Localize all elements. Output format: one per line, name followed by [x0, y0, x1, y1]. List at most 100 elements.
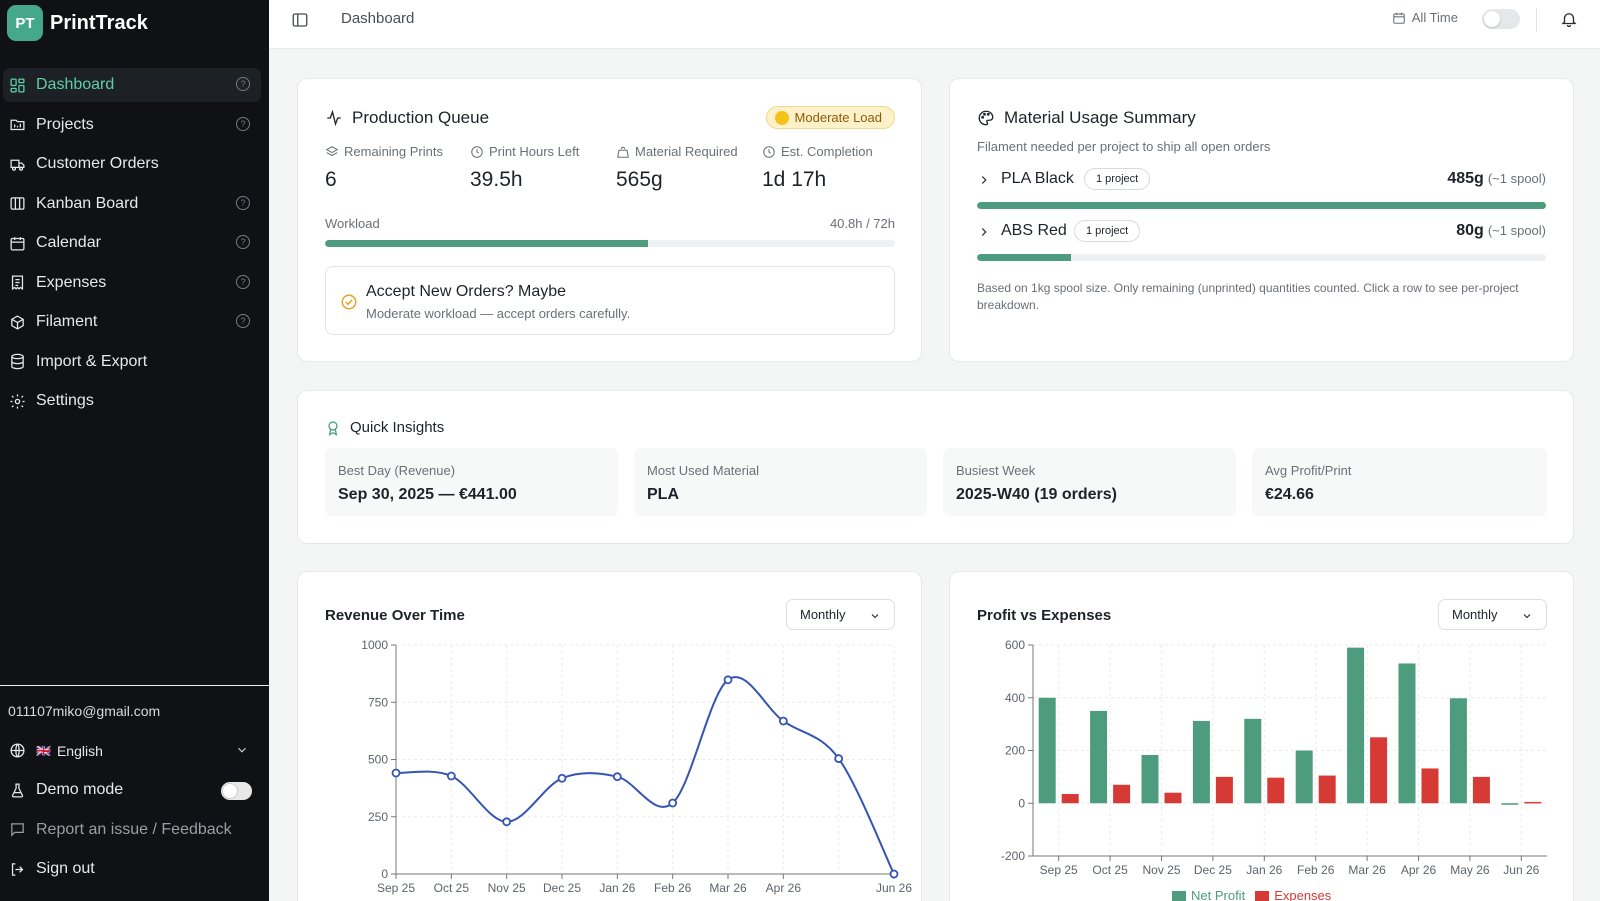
x-tick-label: May 26	[1450, 863, 1490, 877]
chart-legend: Net Profit Expenses	[1172, 888, 1341, 901]
x-tick-label: Sep 25	[377, 881, 415, 895]
help-icon[interactable]: ?	[236, 235, 250, 249]
legend-swatch	[1255, 890, 1270, 901]
award-icon	[328, 420, 338, 436]
help-icon[interactable]: ?	[236, 314, 250, 328]
sidebar-item-kanban-board[interactable]: Kanban Board?	[3, 187, 261, 221]
box-icon	[9, 314, 26, 331]
revenue-point	[668, 798, 678, 808]
material-usage-card: Material Usage Summary Filament needed p…	[949, 78, 1574, 362]
material-grams: 80g	[1456, 222, 1484, 239]
x-tick-label: Jan 26	[599, 881, 635, 895]
x-tick-label: Oct 25	[1092, 863, 1128, 877]
sidebar-item-dashboard[interactable]: Dashboard?	[3, 68, 261, 102]
y-tick-label: 750	[368, 695, 388, 709]
calendar-icon	[9, 235, 26, 252]
layers-icon	[325, 145, 339, 156]
stat-value: 39.5h	[470, 168, 523, 191]
sidebar-item-expenses[interactable]: Expenses?	[3, 266, 261, 300]
sidebar-item-import-export[interactable]: Import & Export	[3, 345, 261, 379]
expenses-bar	[1164, 792, 1182, 804]
legend-net-profit[interactable]: Net Profit	[1172, 888, 1245, 901]
workload-bar-fill	[325, 240, 649, 247]
stat-label: Material Required	[635, 144, 738, 159]
sidebar-toggle-icon[interactable]	[291, 11, 309, 29]
revenue-period-select[interactable]: Monthly	[786, 599, 895, 630]
sign-out-button[interactable]: Sign out	[0, 850, 269, 890]
y-tick-label: 500	[368, 753, 388, 767]
report-issue-label: Report an issue / Feedback	[36, 820, 232, 838]
y-tick-label: 250	[368, 810, 388, 824]
y-tick-label: 400	[1005, 691, 1025, 705]
insight-best-day: Best Day (Revenue) Sep 30, 2025 — €441.0…	[325, 448, 618, 516]
net-profit-bar	[1244, 718, 1262, 804]
sidebar-item-settings[interactable]: Settings	[3, 384, 261, 418]
sidebar-item-calendar[interactable]: Calendar?	[3, 226, 261, 260]
palette-icon	[978, 110, 994, 126]
insight-value: PLA	[647, 486, 679, 503]
stat-label: Est. Completion	[781, 144, 873, 159]
demo-mode-toggle[interactable]	[221, 781, 252, 800]
globe-icon	[8, 742, 26, 760]
material-bar-pla-black	[977, 202, 1546, 209]
brand[interactable]: PT PrintTrack	[0, 0, 269, 46]
revenue-period-value: Monthly	[800, 607, 846, 622]
expenses-bar	[1061, 794, 1079, 804]
expenses-bar	[1472, 776, 1490, 804]
app-name: PrintTrack	[50, 11, 148, 34]
workload-row: Workload 40.8h / 72h	[325, 216, 895, 231]
sidebar-item-label: Kanban Board	[36, 194, 139, 212]
kanban-icon	[9, 195, 26, 212]
sidebar-item-label: Expenses	[36, 273, 107, 291]
truck-icon	[9, 156, 26, 173]
legend-label: Expenses	[1274, 888, 1332, 901]
revenue-chart: 0 250 500 750 1000 Sep 25 Oct 25 Nov 25 Dec 25 Ja…	[361, 638, 912, 895]
profit-expenses-chart-title: Profit vs Expenses	[977, 607, 1112, 624]
revenue-point	[391, 768, 401, 778]
x-tick-label: Mar 26	[1348, 863, 1386, 877]
insight-label: Most Used Material	[647, 463, 759, 478]
legend-expenses[interactable]: Expenses	[1255, 888, 1331, 901]
profit-period-select[interactable]: Monthly	[1438, 599, 1547, 630]
flask-icon	[8, 781, 26, 799]
sidebar-item-customer-orders[interactable]: Customer Orders	[3, 147, 261, 181]
help-icon[interactable]: ?	[236, 195, 250, 210]
legend-label: Net Profit	[1191, 888, 1246, 901]
material-bar-fill	[977, 202, 1546, 209]
sidebar-item-filament[interactable]: Filament?	[3, 305, 261, 339]
material-row-abs-red[interactable]: ABS Red 1 project 80g (~1 spool)	[977, 220, 1546, 244]
stat-label: Remaining Prints	[344, 144, 443, 159]
material-usage-note: Based on 1kg spool size. Only remaining …	[977, 281, 1519, 312]
x-tick-label: Dec 25	[543, 881, 581, 895]
clock-icon	[763, 145, 775, 158]
all-time-toggle[interactable]	[1482, 9, 1520, 29]
sidebar-nav: Dashboard? Projects? Customer Orders Kanban…	[0, 68, 269, 424]
sign-out-label: Sign out	[36, 860, 95, 878]
topbar: Dashboard All Time	[269, 0, 1600, 49]
sidebar-item-projects[interactable]: Projects?	[3, 108, 261, 142]
bell-icon[interactable]	[1560, 10, 1578, 28]
demo-mode-row: Demo mode	[0, 771, 269, 811]
net-profit-bar	[1295, 750, 1313, 804]
help-icon[interactable]: ?	[236, 116, 250, 131]
expenses-bar	[1113, 784, 1131, 804]
load-badge-text: Moderate Load	[794, 110, 882, 125]
time-range: All Time	[1392, 10, 1458, 25]
chevron-down-icon	[235, 743, 249, 760]
gear-icon	[9, 393, 26, 410]
help-icon[interactable]: ?	[236, 274, 250, 289]
help-icon[interactable]: ?	[236, 77, 250, 91]
expenses-bar	[1524, 801, 1542, 804]
workload-bar	[325, 240, 895, 247]
material-row-pla-black[interactable]: PLA Black 1 project 485g (~1 spool)	[977, 168, 1546, 192]
language-select[interactable]: 🇬🇧 English	[0, 731, 269, 771]
material-usage-title-text: Material Usage Summary	[1004, 108, 1196, 127]
insight-value: Sep 30, 2025 — €441.00	[338, 486, 517, 503]
report-issue-link[interactable]: Report an issue / Feedback	[0, 810, 269, 850]
material-bar-fill	[977, 254, 1071, 261]
profit-period-value: Monthly	[1452, 607, 1498, 622]
chevron-right-icon	[977, 173, 991, 192]
x-tick-label: Feb 26	[1297, 863, 1335, 877]
insight-label: Busiest Week	[956, 463, 1036, 478]
revenue-point	[612, 772, 622, 782]
